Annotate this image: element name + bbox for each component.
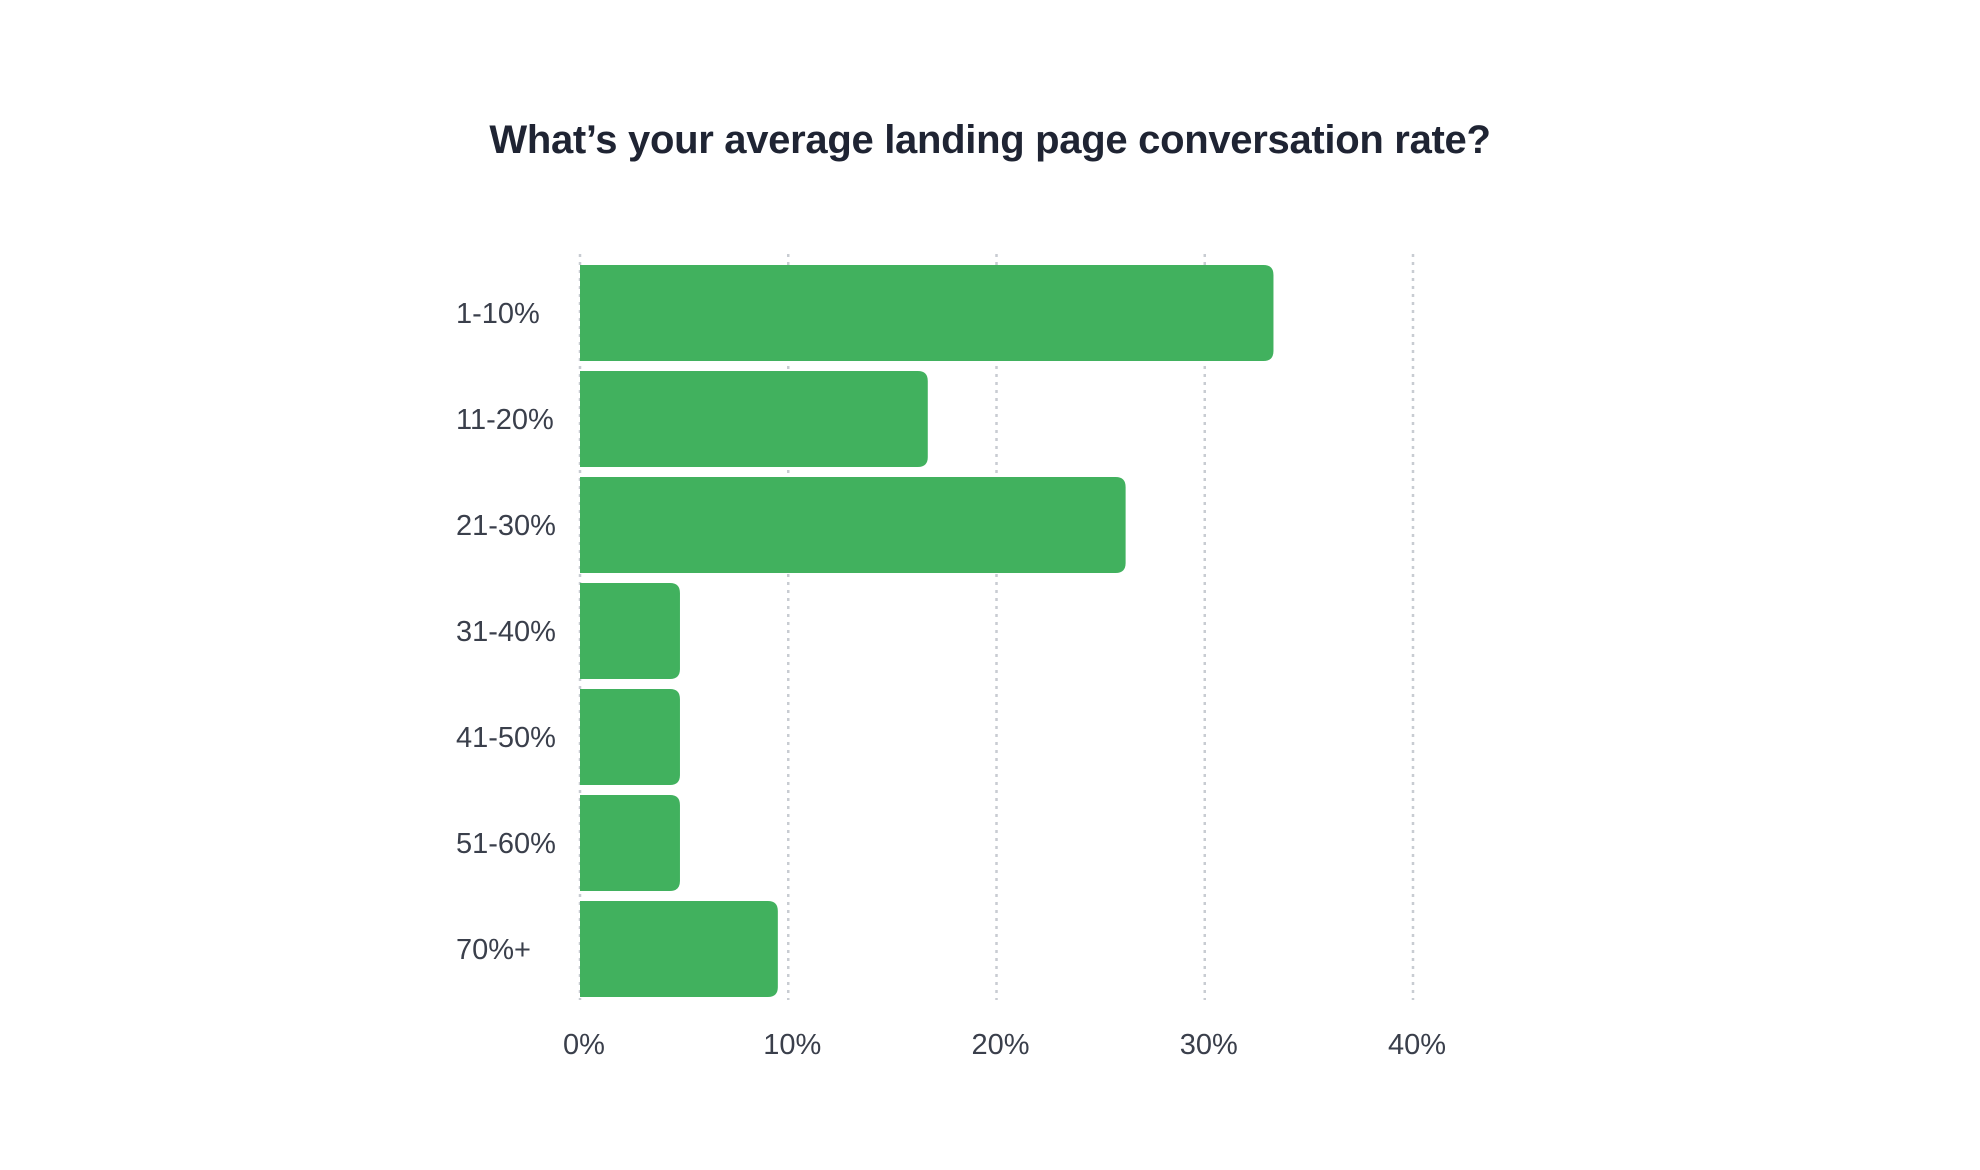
x-tick-labels: 0% 10% 20% 30% 40%: [563, 1029, 1446, 1061]
x-tick-label: 20%: [971, 1029, 1029, 1061]
bar-1-10%: [580, 265, 1274, 361]
category-label: 11-20%: [456, 404, 554, 436]
x-tick-label: 0%: [563, 1029, 605, 1061]
category-label: 1-10%: [456, 298, 540, 330]
chart-title: What’s your average landing page convers…: [489, 118, 1491, 162]
bar-41-50%: [580, 689, 680, 785]
category-labels: 1-10% 11-20% 21-30% 31-40% 41-50% 51-60% 70%+: [456, 298, 556, 966]
category-label: 21-30%: [456, 510, 556, 542]
bar-21-30%: [580, 477, 1126, 573]
category-label: 70%+: [456, 934, 531, 966]
bar-70%+: [580, 901, 778, 997]
bar-31-40%: [580, 583, 680, 679]
bar-51-60%: [580, 795, 680, 891]
category-label: 41-50%: [456, 722, 556, 754]
x-tick-label: 10%: [763, 1029, 821, 1061]
x-tick-label: 40%: [1388, 1029, 1446, 1061]
x-tick-label: 30%: [1180, 1029, 1238, 1061]
bars: [580, 265, 1274, 997]
gridlines: [578, 254, 1415, 1000]
category-label: 51-60%: [456, 828, 556, 860]
category-label: 31-40%: [456, 616, 556, 648]
bar-11-20%: [580, 371, 928, 467]
